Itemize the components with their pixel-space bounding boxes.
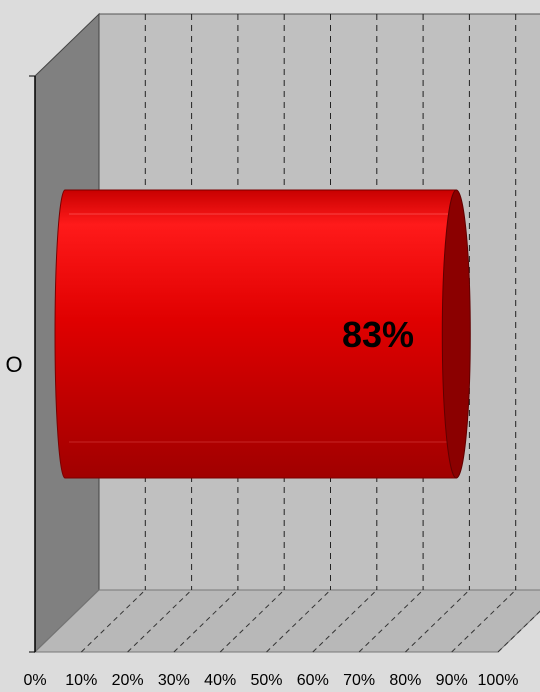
x-tick-label: 0% [23,672,46,689]
bars [54,189,471,479]
data-label: 83% [342,314,414,355]
floor-gridline [127,589,192,653]
bar-cylinder [54,189,457,479]
x-tick-label: 40% [204,672,236,689]
bar-end-cap [441,189,471,479]
floor-gridline [266,589,331,653]
x-tick-label: 90% [436,672,468,689]
floor-gridline [219,589,285,653]
x-tick-label: 60% [297,672,329,689]
x-tick-label: 10% [65,672,97,689]
x-tick-label: 100% [478,672,519,689]
x-tick-label: 30% [158,672,190,689]
floor-gridline [405,589,470,653]
labels: 0% 10% 20% 30% 40% 50% 60% 70% 80% 90% 100% O 83% [5,314,518,689]
x-tick-label: 20% [112,672,144,689]
floor-gridline [80,589,146,653]
floor [33,589,540,653]
x-tick-label: 70% [343,672,375,689]
x-tick-label: 80% [389,672,421,689]
x-tick-label: 50% [250,672,282,689]
floor-gridline [358,589,424,653]
floor-gridline [312,589,378,653]
floor-gridline [173,589,239,653]
category-label: O [5,352,22,377]
floor-gridline [451,589,517,653]
